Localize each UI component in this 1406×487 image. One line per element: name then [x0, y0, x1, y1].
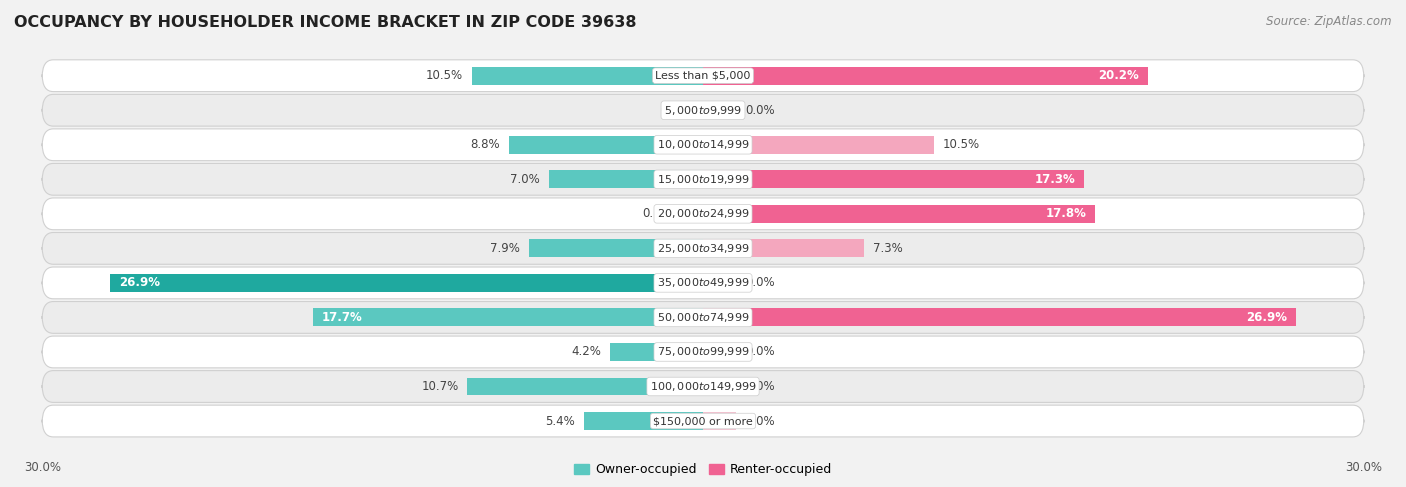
Text: Source: ZipAtlas.com: Source: ZipAtlas.com: [1267, 15, 1392, 28]
Legend: Owner-occupied, Renter-occupied: Owner-occupied, Renter-occupied: [568, 458, 838, 482]
Bar: [529, 240, 703, 257]
Text: 17.8%: 17.8%: [1046, 207, 1087, 220]
FancyBboxPatch shape: [42, 336, 1364, 368]
Text: 0.0%: 0.0%: [745, 380, 775, 393]
FancyBboxPatch shape: [42, 164, 1364, 195]
Bar: [703, 274, 737, 292]
Text: 10.5%: 10.5%: [943, 138, 980, 151]
Text: OCCUPANCY BY HOUSEHOLDER INCOME BRACKET IN ZIP CODE 39638: OCCUPANCY BY HOUSEHOLDER INCOME BRACKET …: [14, 15, 637, 30]
Bar: [703, 170, 1084, 188]
Bar: [703, 343, 737, 361]
Bar: [467, 377, 703, 395]
FancyBboxPatch shape: [42, 267, 1364, 299]
Text: 0.0%: 0.0%: [745, 345, 775, 358]
Bar: [314, 308, 703, 326]
Text: 7.0%: 7.0%: [510, 173, 540, 186]
Text: Less than $5,000: Less than $5,000: [655, 71, 751, 81]
Text: 7.9%: 7.9%: [491, 242, 520, 255]
Bar: [703, 101, 737, 119]
Text: 0.68%: 0.68%: [643, 207, 679, 220]
Text: $35,000 to $49,999: $35,000 to $49,999: [657, 277, 749, 289]
Text: 10.7%: 10.7%: [422, 380, 458, 393]
Text: 7.3%: 7.3%: [873, 242, 903, 255]
Text: 4.2%: 4.2%: [572, 345, 602, 358]
Bar: [548, 170, 703, 188]
FancyBboxPatch shape: [42, 94, 1364, 126]
Bar: [703, 308, 1295, 326]
Text: 17.3%: 17.3%: [1035, 173, 1076, 186]
Text: $75,000 to $99,999: $75,000 to $99,999: [657, 345, 749, 358]
Text: $20,000 to $24,999: $20,000 to $24,999: [657, 207, 749, 220]
Text: 0.0%: 0.0%: [745, 104, 775, 117]
Bar: [699, 101, 703, 119]
Bar: [703, 240, 863, 257]
Text: 0.2%: 0.2%: [659, 104, 690, 117]
Text: $5,000 to $9,999: $5,000 to $9,999: [664, 104, 742, 117]
Bar: [509, 136, 703, 154]
Text: $10,000 to $14,999: $10,000 to $14,999: [657, 138, 749, 151]
FancyBboxPatch shape: [42, 405, 1364, 437]
Bar: [703, 377, 737, 395]
Text: $15,000 to $19,999: $15,000 to $19,999: [657, 173, 749, 186]
FancyBboxPatch shape: [42, 232, 1364, 264]
Text: 0.0%: 0.0%: [745, 277, 775, 289]
Text: $25,000 to $34,999: $25,000 to $34,999: [657, 242, 749, 255]
Text: 17.7%: 17.7%: [322, 311, 363, 324]
Text: 0.0%: 0.0%: [745, 414, 775, 428]
Text: 20.2%: 20.2%: [1098, 69, 1139, 82]
Text: $100,000 to $149,999: $100,000 to $149,999: [650, 380, 756, 393]
Bar: [703, 136, 934, 154]
Text: 26.9%: 26.9%: [120, 277, 160, 289]
Bar: [111, 274, 703, 292]
FancyBboxPatch shape: [42, 129, 1364, 161]
Bar: [583, 412, 703, 430]
Text: 10.5%: 10.5%: [426, 69, 463, 82]
FancyBboxPatch shape: [42, 198, 1364, 230]
Bar: [610, 343, 703, 361]
Text: 8.8%: 8.8%: [471, 138, 501, 151]
FancyBboxPatch shape: [42, 60, 1364, 92]
Text: $50,000 to $74,999: $50,000 to $74,999: [657, 311, 749, 324]
FancyBboxPatch shape: [42, 371, 1364, 402]
Text: 30.0%: 30.0%: [1346, 461, 1382, 474]
Bar: [471, 67, 703, 85]
Bar: [688, 205, 703, 223]
FancyBboxPatch shape: [42, 301, 1364, 333]
Text: 26.9%: 26.9%: [1246, 311, 1286, 324]
Bar: [703, 205, 1095, 223]
Text: 30.0%: 30.0%: [24, 461, 60, 474]
Text: 5.4%: 5.4%: [546, 414, 575, 428]
Bar: [703, 67, 1147, 85]
Text: $150,000 or more: $150,000 or more: [654, 416, 752, 426]
Bar: [703, 412, 737, 430]
